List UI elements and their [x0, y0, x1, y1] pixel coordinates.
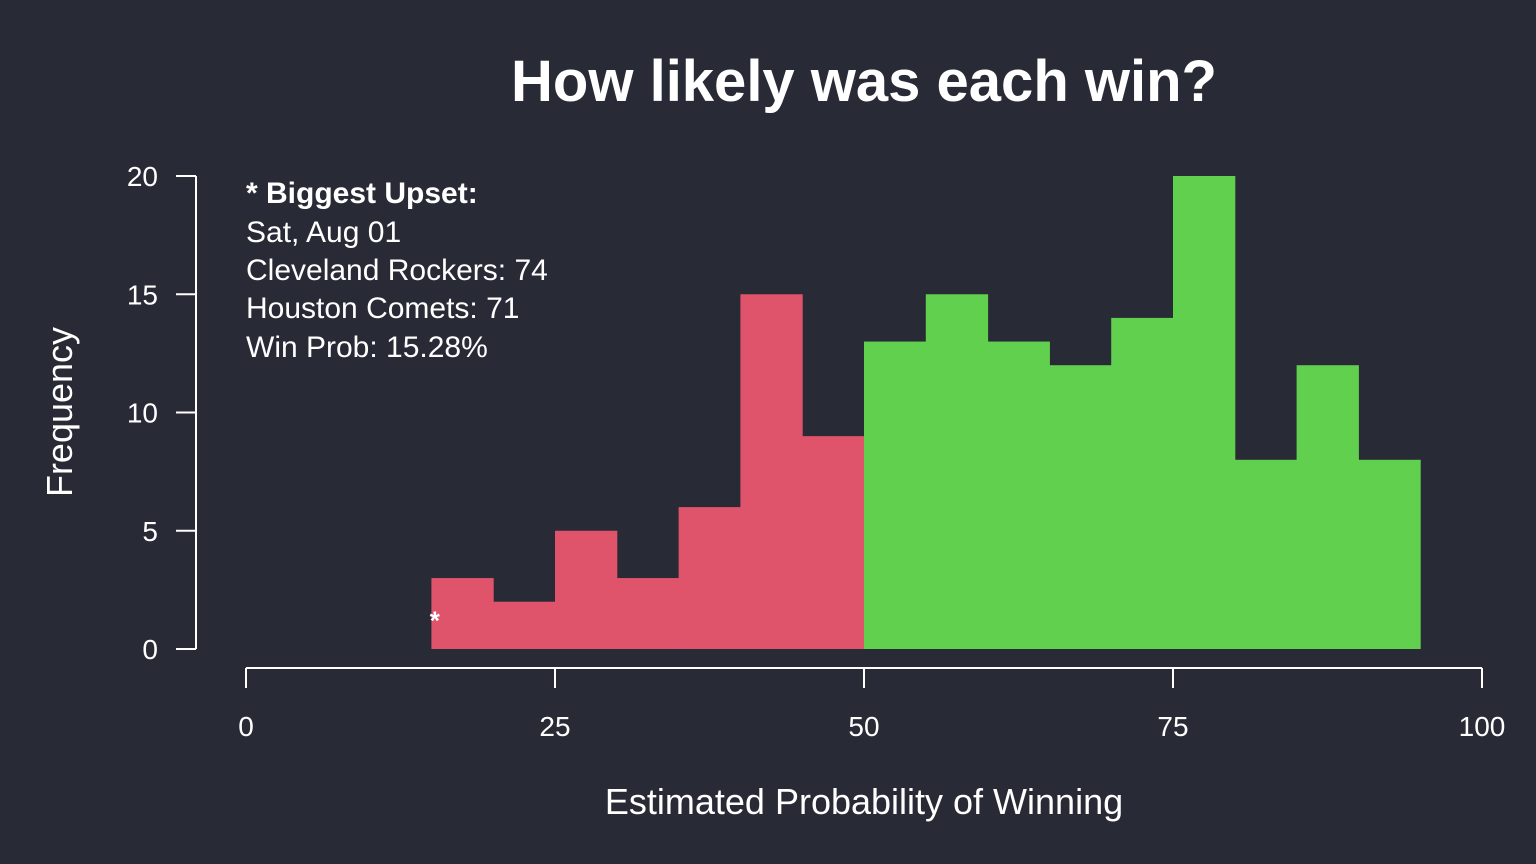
histogram-bar-loss: [493, 601, 556, 649]
y-axis-label: Frequency: [39, 327, 80, 497]
histogram-bar-loss: [555, 530, 618, 649]
histogram-bar-win: [987, 341, 1050, 649]
histogram-bar-win: [925, 294, 989, 649]
histogram-bar-loss: [431, 578, 494, 649]
annotation-date: Sat, Aug 01: [246, 216, 401, 249]
y-axis: 0 5 10 15 20: [127, 161, 197, 665]
histogram-bar-loss: [802, 436, 865, 649]
histogram-bar-loss: [740, 294, 803, 649]
x-axis-label: Estimated Probability of Winning: [605, 781, 1123, 822]
histogram-bar-win: [1173, 176, 1236, 649]
histogram-bar-win: [1049, 365, 1112, 649]
histogram-bar-win: [1234, 459, 1298, 649]
x-tick-label: 0: [238, 711, 254, 742]
chart-title: How likely was each win?: [511, 49, 1217, 114]
annotation-winner-score: Cleveland Rockers: 74: [246, 254, 548, 287]
x-tick-label: 75: [1157, 711, 1188, 742]
biggest-upset-marker: *: [430, 606, 441, 636]
y-tick-label: 15: [127, 279, 158, 310]
y-tick-label: 20: [127, 161, 158, 192]
y-tick-label: 10: [127, 398, 158, 429]
histogram-bar-win: [864, 341, 927, 649]
histogram-bar-loss: [678, 507, 741, 649]
histogram-bar-loss: [616, 578, 680, 649]
upset-annotation: * Biggest Upset: Sat, Aug 01 Cleveland R…: [246, 177, 548, 364]
histogram-bar-win: [1296, 365, 1359, 649]
x-tick-label: 25: [539, 711, 570, 742]
y-tick-label: 5: [142, 516, 158, 547]
x-axis: 0 25 50 75 100: [238, 667, 1506, 742]
bars-layer: [431, 176, 1421, 649]
annotation-heading: * Biggest Upset:: [246, 177, 478, 210]
histogram-bar-win: [1111, 317, 1174, 649]
x-tick-label: 100: [1459, 711, 1506, 742]
annotation-loser-score: Houston Comets: 71: [246, 292, 519, 325]
y-tick-label: 0: [142, 634, 158, 665]
histogram-bar-win: [1358, 459, 1421, 649]
x-tick-label: 50: [848, 711, 879, 742]
annotation-win-prob: Win Prob: 15.28%: [246, 331, 488, 364]
